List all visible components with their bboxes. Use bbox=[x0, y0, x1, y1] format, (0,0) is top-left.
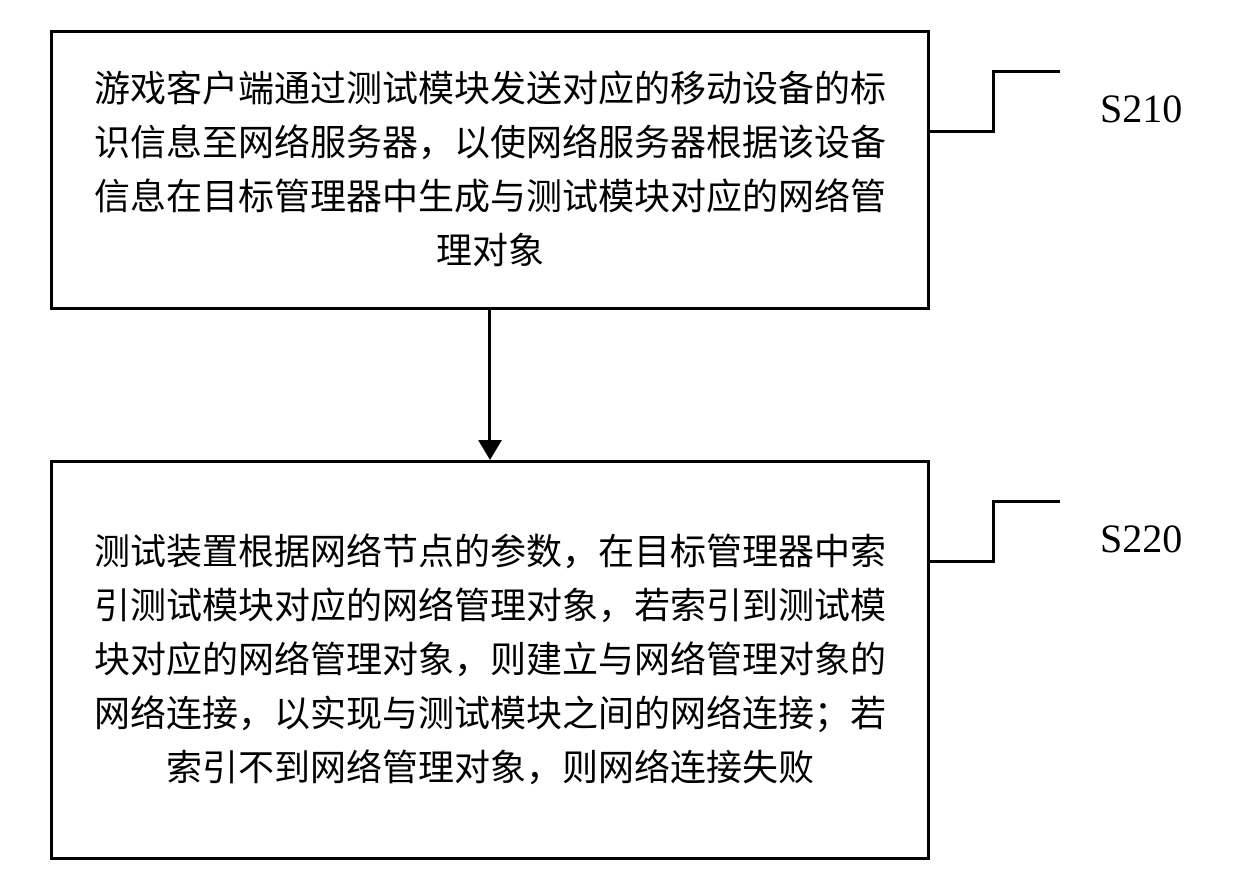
arrow-head-s210-to-s220 bbox=[478, 440, 502, 460]
connector-bracket-s210 bbox=[930, 70, 1060, 130]
arrow-s210-to-s220 bbox=[488, 310, 491, 440]
flowchart-step-s220: 测试装置根据网络节点的参数，在目标管理器中索引测试模块对应的网络管理对象，若索引… bbox=[50, 460, 930, 860]
step-s220-text: 测试装置根据网络节点的参数，在目标管理器中索引测试模块对应的网络管理对象，若索引… bbox=[83, 525, 897, 795]
connector-bracket-s220 bbox=[930, 500, 1060, 560]
step-label-s210: S210 bbox=[1100, 85, 1182, 132]
step-label-s220: S220 bbox=[1100, 515, 1182, 562]
step-s210-text: 游戏客户端通过测试模块发送对应的移动设备的标识信息至网络服务器，以使网络服务器根… bbox=[83, 62, 897, 278]
flowchart-step-s210: 游戏客户端通过测试模块发送对应的移动设备的标识信息至网络服务器，以使网络服务器根… bbox=[50, 30, 930, 310]
